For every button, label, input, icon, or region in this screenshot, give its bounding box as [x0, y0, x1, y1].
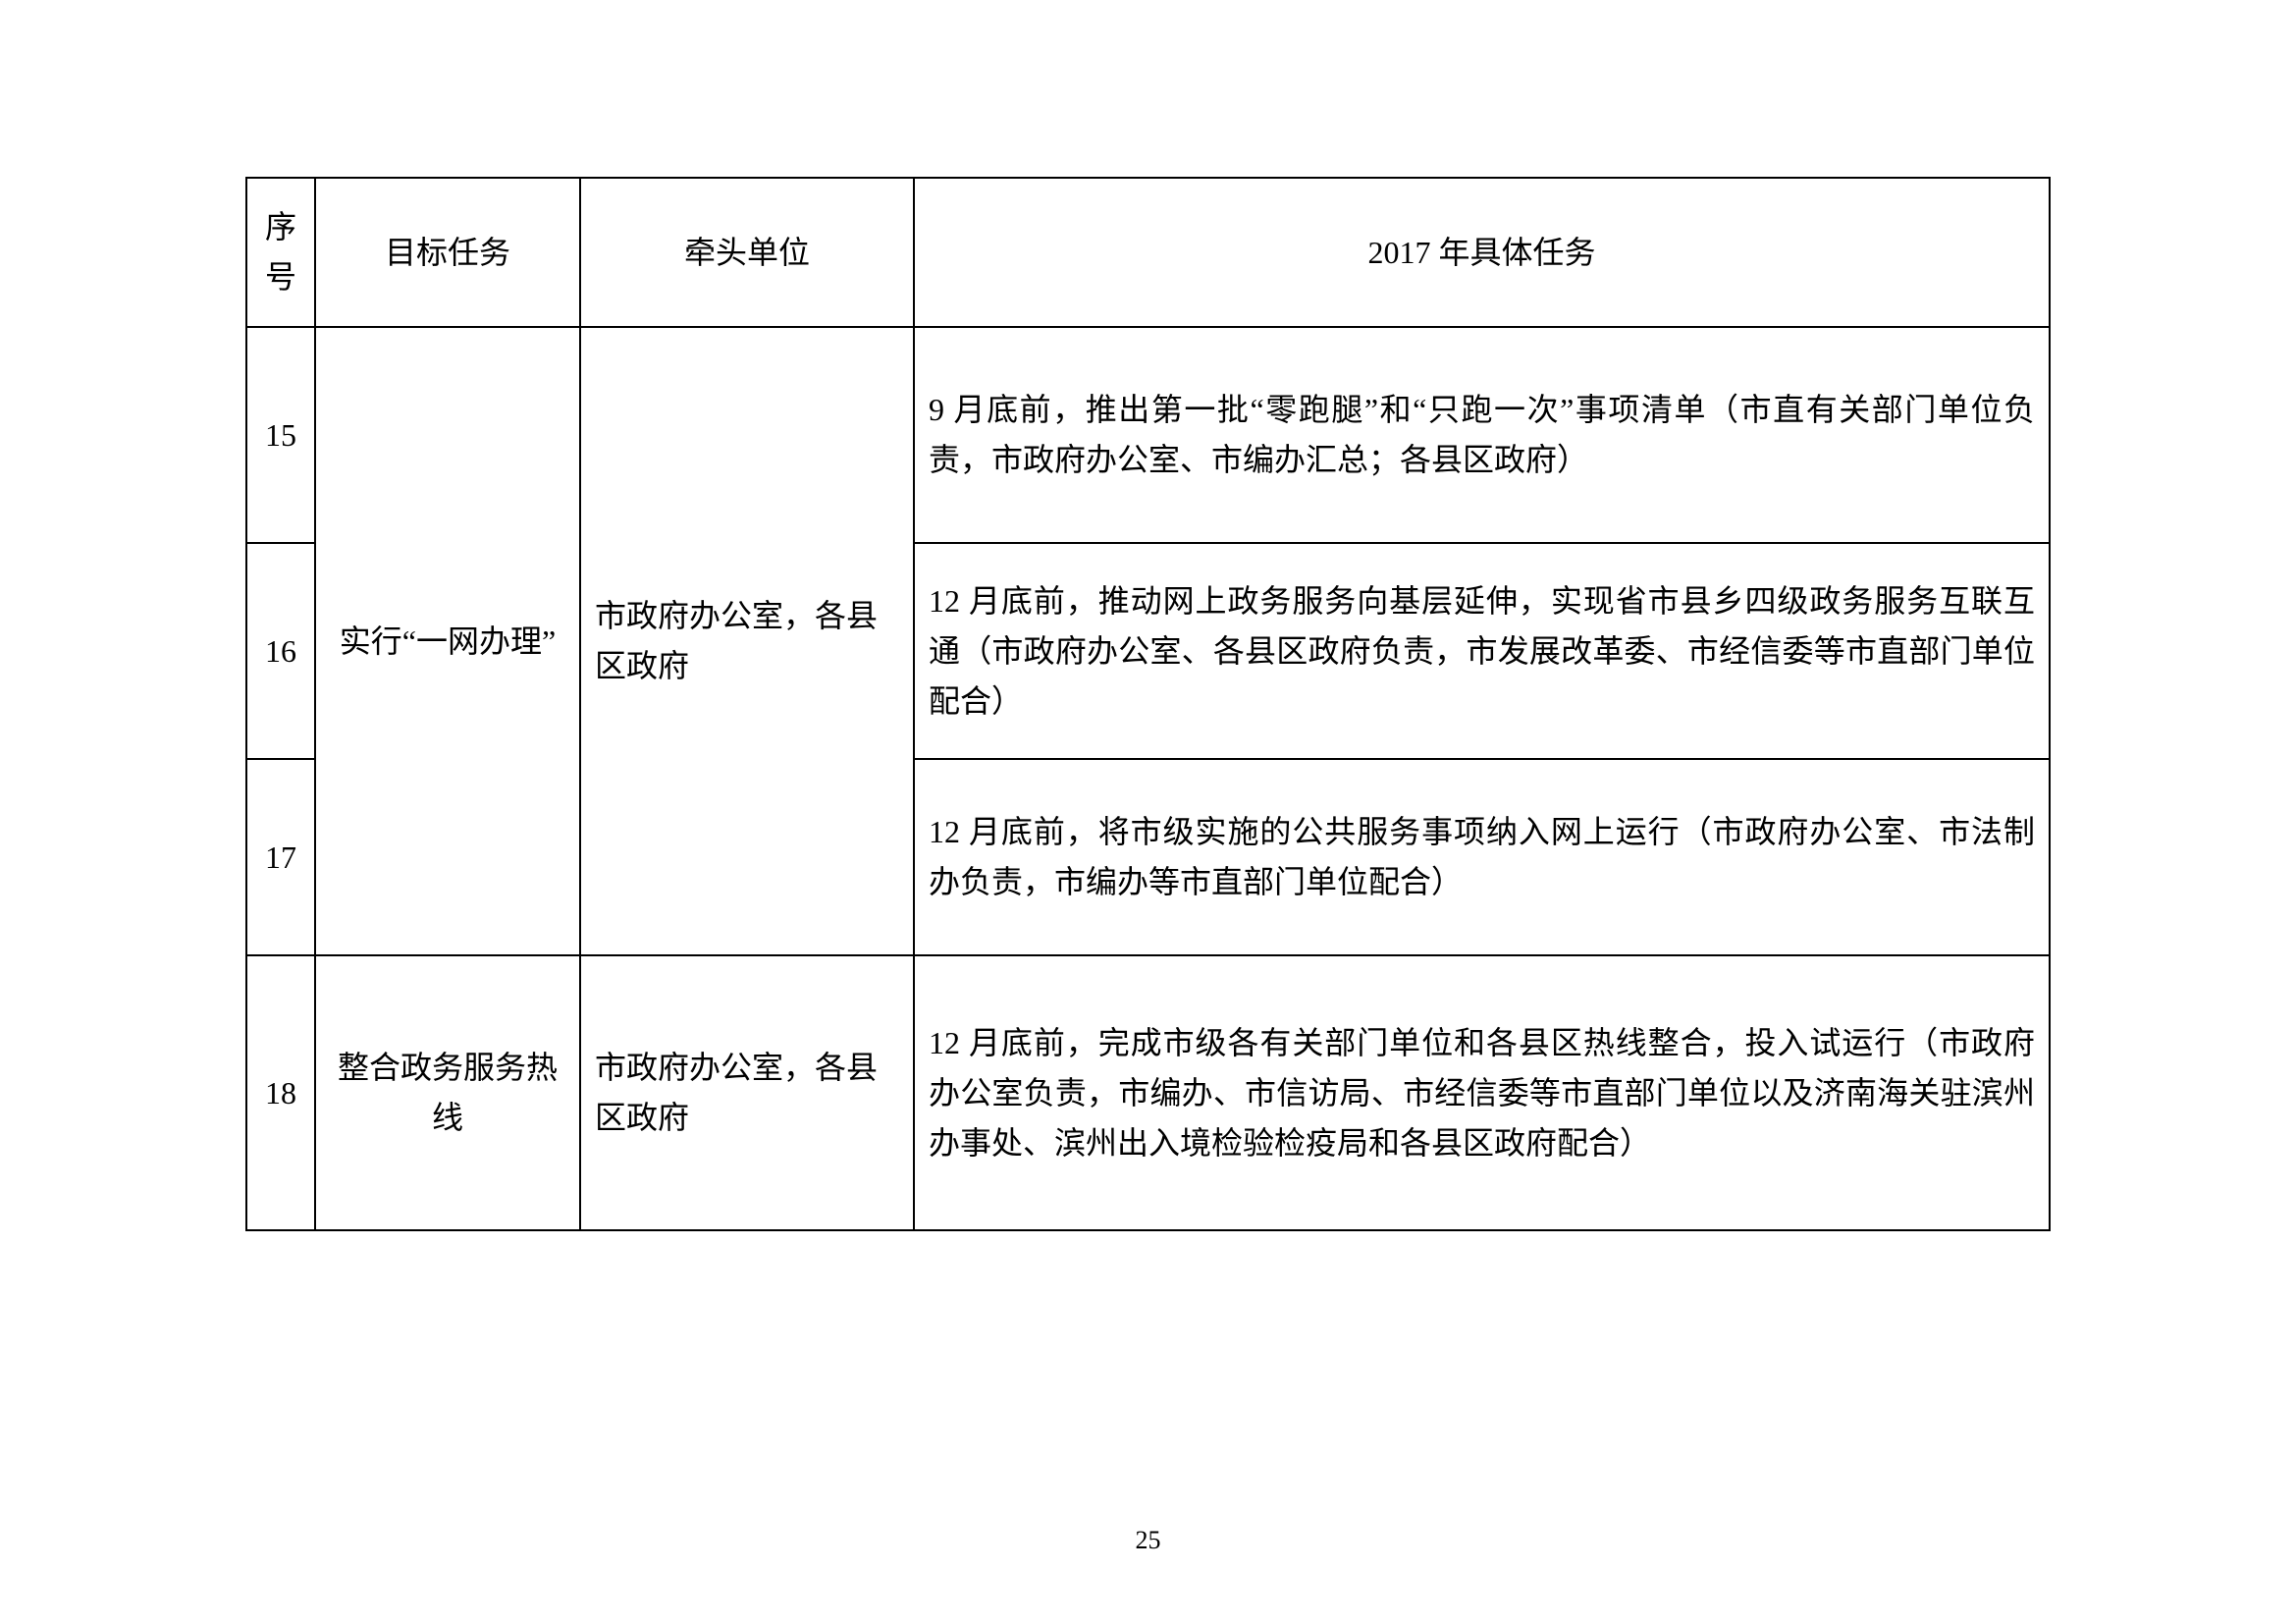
header-task: 目标任务 — [315, 178, 580, 327]
cell-detail: 9 月底前，推出第一批“零跑腿”和“只跑一次”事项清单（市直有关部门单位负责，市… — [914, 327, 2050, 543]
cell-detail: 12 月底前，完成市级各有关部门单位和各县区热线整合，投入试运行（市政府办公室负… — [914, 955, 2050, 1230]
cell-lead: 市政府办公室，各县区政府 — [580, 327, 914, 955]
cell-num: 17 — [246, 759, 315, 955]
cell-task: 整合政务服务热线 — [315, 955, 580, 1230]
table-row: 18 整合政务服务热线 市政府办公室，各县区政府 12 月底前，完成市级各有关部… — [246, 955, 2050, 1230]
task-table: 序号 目标任务 牵头单位 2017 年具体任务 15 实行“一网办理” 市政府办… — [245, 177, 2051, 1231]
page-number: 25 — [0, 1526, 2296, 1555]
table-header-row: 序号 目标任务 牵头单位 2017 年具体任务 — [246, 178, 2050, 327]
cell-detail: 12 月底前，将市级实施的公共服务事项纳入网上运行（市政府办公室、市法制办负责，… — [914, 759, 2050, 955]
header-num: 序号 — [246, 178, 315, 327]
cell-num: 15 — [246, 327, 315, 543]
cell-lead: 市政府办公室，各县区政府 — [580, 955, 914, 1230]
cell-num: 16 — [246, 543, 315, 759]
header-detail: 2017 年具体任务 — [914, 178, 2050, 327]
cell-num: 18 — [246, 955, 315, 1230]
header-lead: 牵头单位 — [580, 178, 914, 327]
cell-detail: 12 月底前，推动网上政务服务向基层延伸，实现省市县乡四级政务服务互联互通（市政… — [914, 543, 2050, 759]
table-row: 15 实行“一网办理” 市政府办公室，各县区政府 9 月底前，推出第一批“零跑腿… — [246, 327, 2050, 543]
cell-task: 实行“一网办理” — [315, 327, 580, 955]
